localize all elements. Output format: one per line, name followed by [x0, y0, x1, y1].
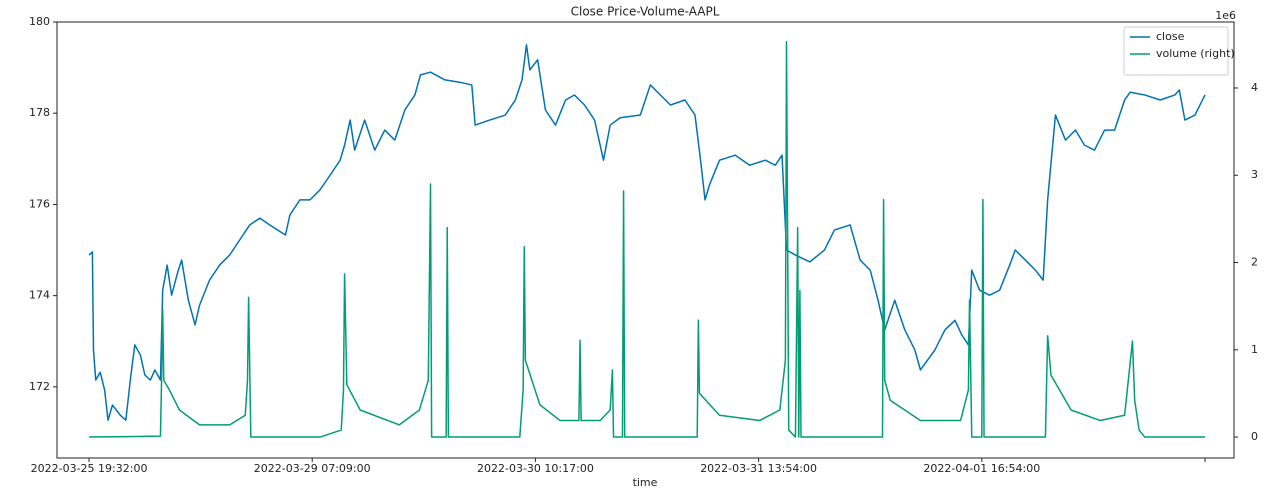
- x-tick-label: 2022-04-01 16:54:00: [923, 462, 1040, 475]
- y-tick-label: 174: [29, 289, 50, 302]
- x-tick-label: 2022-03-30 10:17:00: [477, 462, 594, 475]
- y-tick-label: 178: [29, 106, 50, 119]
- x-axis-label: time: [633, 476, 658, 489]
- y2-tick-label: 1: [1251, 343, 1258, 356]
- y2-tick-label: 3: [1251, 168, 1258, 181]
- y-tick-label: 176: [29, 197, 50, 210]
- chart-title: Close Price-Volume-AAPL: [571, 5, 720, 19]
- y2-offset-label: 1e6: [1215, 9, 1236, 22]
- series-line: [88, 44, 1206, 421]
- legend-box: [1123, 26, 1229, 76]
- legend-label: volume (right): [1156, 47, 1235, 60]
- x-tick-label: 2022-03-31 13:54:00: [700, 462, 817, 475]
- legend-label: close: [1156, 30, 1185, 43]
- series-line: [89, 40, 1205, 438]
- x-tick-label: 2022-03-25 19:32:00: [31, 462, 148, 475]
- y2-tick-label: 4: [1251, 81, 1258, 94]
- x-tick-label: 2022-03-29 07:09:00: [254, 462, 371, 475]
- y-tick-label: 180: [29, 15, 50, 28]
- axes-frame: [56, 21, 1235, 459]
- plot-area: [88, 40, 1206, 438]
- y2-tick-label: 0: [1251, 430, 1258, 443]
- y-tick-label: 172: [29, 380, 50, 393]
- y2-tick-label: 2: [1251, 256, 1258, 269]
